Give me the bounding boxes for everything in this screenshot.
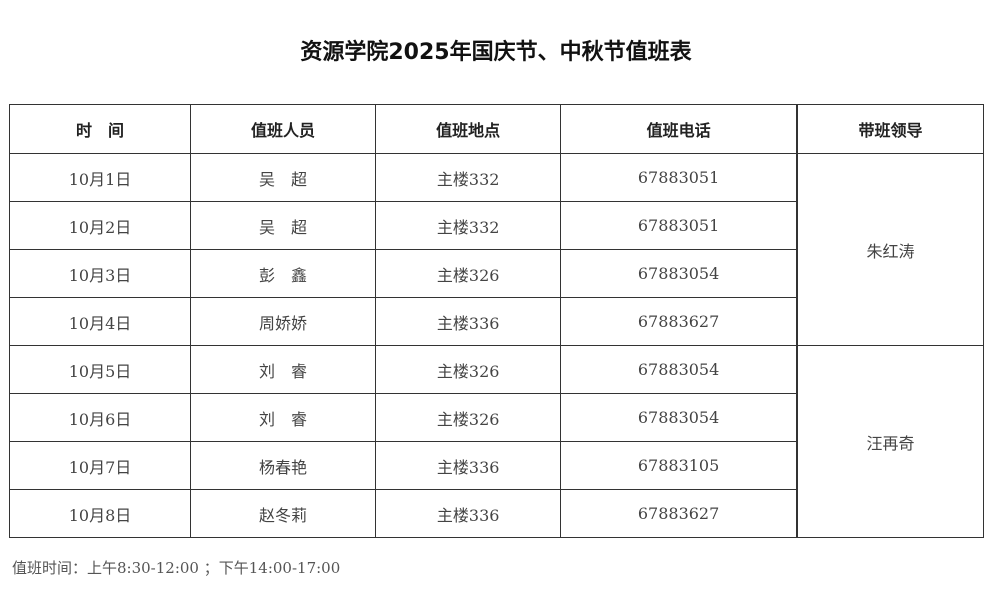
table-row: 10月8日 赵冬莉 主楼336 67883627: [9, 489, 984, 538]
date-cell: 10月2日: [9, 201, 191, 250]
location-cell: 主楼326: [375, 345, 562, 394]
header-phone: 值班电话: [560, 104, 798, 154]
phone-cell: 67883054: [560, 249, 798, 298]
location-cell: 主楼332: [375, 153, 562, 202]
date-cell: 10月5日: [9, 345, 191, 394]
header-leader: 带班领导: [796, 104, 984, 154]
phone-cell: 67883627: [560, 489, 798, 538]
location-cell: 主楼336: [375, 489, 562, 538]
header-time: 时 间: [9, 104, 191, 154]
staff-cell: 刘 睿: [189, 345, 377, 394]
location-cell: 主楼336: [375, 297, 562, 346]
leader-cell: 朱红涛: [796, 153, 984, 346]
duty-hours-note: 值班时间：上午8:30-12:00 ；下午14:00-17:00: [12, 559, 341, 577]
header-staff: 值班人员: [189, 104, 377, 154]
phone-cell: 67883051: [560, 153, 798, 202]
phone-cell: 67883054: [560, 393, 798, 442]
date-cell: 10月8日: [9, 489, 191, 538]
duty-table: 时 间 值班人员 值班地点 值班电话 带班领导 10月1日吴 超主楼332 678…: [9, 104, 984, 538]
staff-cell: 刘 睿: [189, 393, 377, 442]
staff-cell: 吴 超: [189, 201, 377, 250]
date-cell: 10月1日: [9, 153, 191, 202]
table-row: 10月4日 周娇娇 主楼336 67883627: [9, 297, 984, 346]
date-cell: 10月3日: [9, 249, 191, 298]
date-cell: 10月4日: [9, 297, 191, 346]
header-location: 值班地点: [375, 104, 562, 154]
date-cell: 10月7日: [9, 441, 191, 490]
staff-cell: 赵冬莉: [189, 489, 377, 538]
table-row: 10月6日刘 睿主楼326 67883054: [9, 393, 984, 442]
table-row: 10月7日 杨春艳 主楼336 67883105: [9, 441, 984, 490]
staff-cell: 周娇娇: [189, 297, 377, 346]
page-title: 资源学院2025年国庆节、中秋节值班表: [300, 40, 692, 65]
location-cell: 主楼326: [375, 393, 562, 442]
staff-cell: 彭 鑫: [189, 249, 377, 298]
date-cell: 10月6日: [9, 393, 191, 442]
phone-cell: 67883051: [560, 201, 798, 250]
phone-cell: 67883054: [560, 345, 798, 394]
staff-cell: 吴 超: [189, 153, 377, 202]
staff-cell: 杨春艳: [189, 441, 377, 490]
table-row: 10月2日吴 超主楼332 67883051: [9, 201, 984, 250]
table-row: 10月3日彭 鑫主楼326 67883054: [9, 249, 984, 298]
location-cell: 主楼332: [375, 201, 562, 250]
phone-cell: 67883627: [560, 297, 798, 346]
table-row: 10月5日刘 睿主楼326 67883054 汪再奇: [9, 345, 984, 538]
location-cell: 主楼326: [375, 249, 562, 298]
table-header-row: 时 间 值班人员 值班地点 值班电话 带班领导: [9, 104, 984, 154]
location-cell: 主楼336: [375, 441, 562, 490]
phone-cell: 67883105: [560, 441, 798, 490]
table-row: 10月1日吴 超主楼332 67883051 朱红涛: [9, 153, 984, 346]
leader-cell: 汪再奇: [796, 345, 984, 538]
